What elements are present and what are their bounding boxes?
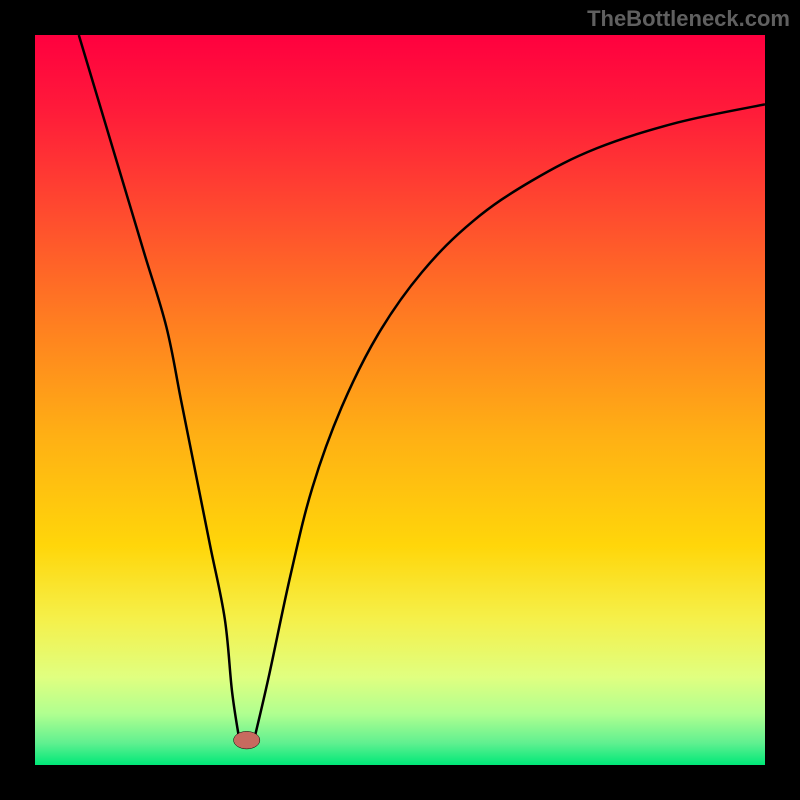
chart-container: TheBottleneck.com xyxy=(0,0,800,800)
curve-right-branch xyxy=(254,104,765,740)
curve-left-branch xyxy=(79,35,240,740)
plot-area xyxy=(35,35,765,765)
minimum-marker xyxy=(234,731,260,749)
watermark-label: TheBottleneck.com xyxy=(587,6,790,32)
chart-curve-layer xyxy=(35,35,765,765)
